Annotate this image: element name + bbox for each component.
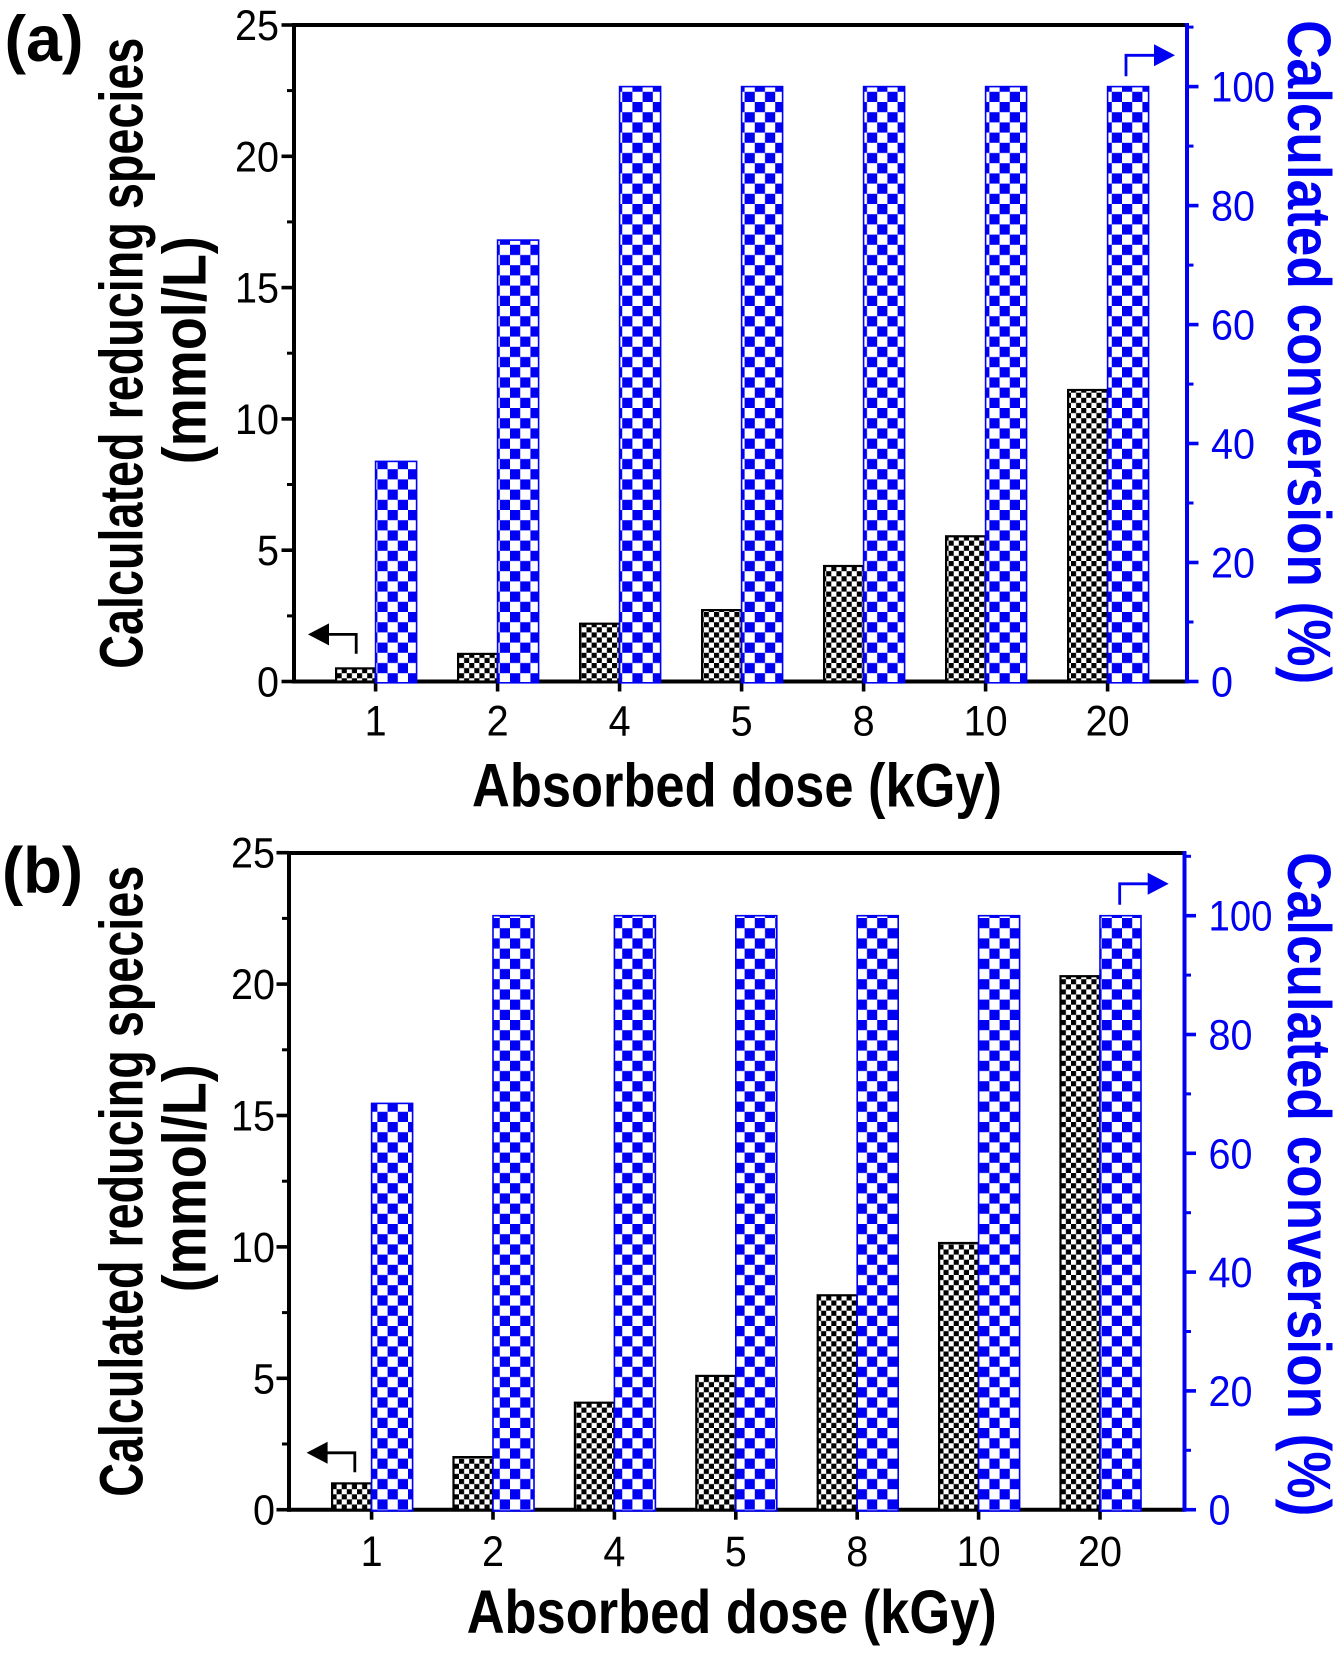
svg-text:80: 80 — [1209, 1012, 1253, 1060]
svg-text:0: 0 — [1209, 1487, 1231, 1535]
svg-text:20: 20 — [1211, 540, 1255, 588]
svg-text:20: 20 — [1078, 1528, 1122, 1576]
svg-text:(b): (b) — [2, 834, 83, 907]
svg-text:4: 4 — [603, 1528, 625, 1576]
svg-text:60: 60 — [1209, 1130, 1253, 1178]
svg-text:100: 100 — [1209, 893, 1273, 941]
svg-text:10: 10 — [235, 396, 279, 444]
svg-text:15: 15 — [235, 265, 279, 313]
svg-text:20: 20 — [1086, 698, 1130, 746]
svg-text:8: 8 — [853, 698, 875, 746]
svg-text:100: 100 — [1211, 64, 1275, 112]
svg-text:Calculated conversion (%): Calculated conversion (%) — [1275, 852, 1339, 1516]
svg-text:0: 0 — [1211, 659, 1233, 707]
svg-text:Calculated reducing species: Calculated reducing species — [88, 38, 156, 669]
svg-text:2: 2 — [487, 698, 509, 746]
svg-text:Calculated conversion (%): Calculated conversion (%) — [1275, 20, 1339, 684]
svg-text:5: 5 — [257, 527, 279, 575]
svg-text:40: 40 — [1209, 1249, 1253, 1297]
svg-text:2: 2 — [482, 1528, 504, 1576]
svg-text:Absorbed dose (kGy): Absorbed dose (kGy) — [472, 752, 1002, 820]
svg-text:0: 0 — [257, 659, 279, 707]
svg-text:0: 0 — [253, 1487, 275, 1535]
svg-text:1: 1 — [361, 1528, 383, 1576]
svg-text:15: 15 — [231, 1093, 275, 1141]
svg-text:25: 25 — [235, 2, 279, 50]
svg-text:(a): (a) — [5, 2, 84, 75]
svg-text:60: 60 — [1211, 302, 1255, 350]
svg-text:5: 5 — [725, 1528, 747, 1576]
svg-text:4: 4 — [609, 698, 631, 746]
svg-text:8: 8 — [846, 1528, 868, 1576]
svg-text:40: 40 — [1211, 421, 1255, 469]
svg-text:1: 1 — [365, 698, 387, 746]
svg-text:(mmol/L): (mmol/L) — [151, 1064, 219, 1292]
svg-text:20: 20 — [231, 961, 275, 1009]
svg-text:(mmol/L): (mmol/L) — [151, 236, 219, 464]
svg-text:Absorbed dose (kGy): Absorbed dose (kGy) — [467, 1578, 997, 1646]
svg-text:25: 25 — [231, 830, 275, 878]
svg-text:10: 10 — [957, 1528, 1001, 1576]
svg-text:20: 20 — [235, 133, 279, 181]
svg-text:20: 20 — [1209, 1368, 1253, 1416]
svg-text:80: 80 — [1211, 183, 1255, 231]
svg-text:5: 5 — [731, 698, 753, 746]
svg-text:Calculated reducing species: Calculated reducing species — [88, 866, 156, 1497]
svg-text:10: 10 — [964, 698, 1008, 746]
svg-text:10: 10 — [231, 1224, 275, 1272]
svg-text:5: 5 — [253, 1355, 275, 1403]
